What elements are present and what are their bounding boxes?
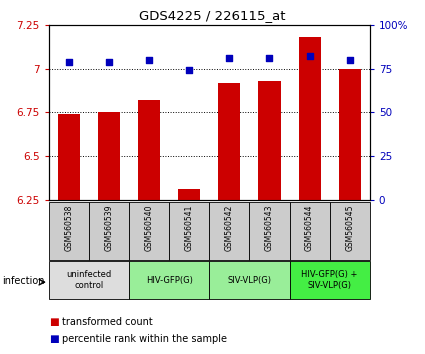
Text: transformed count: transformed count [62, 317, 153, 327]
Bar [129, 202, 169, 260]
Bar [89, 202, 129, 260]
Point [146, 57, 153, 63]
Text: SIV-VLP(G): SIV-VLP(G) [227, 275, 272, 285]
Text: HIV-GFP(G): HIV-GFP(G) [146, 275, 193, 285]
Bar [218, 82, 241, 200]
Bar [258, 81, 280, 200]
Bar [298, 37, 320, 200]
Bar [339, 69, 361, 200]
Text: GSM560539: GSM560539 [105, 205, 113, 251]
Bar [249, 202, 289, 260]
Point [65, 59, 72, 64]
Point [106, 59, 113, 64]
Bar [138, 100, 160, 200]
Bar [49, 202, 89, 260]
Text: GDS4225 / 226115_at: GDS4225 / 226115_at [139, 9, 286, 22]
Text: GSM560541: GSM560541 [185, 205, 194, 251]
Bar [98, 113, 120, 200]
Bar [49, 261, 129, 299]
Text: GSM560542: GSM560542 [225, 205, 234, 251]
Text: GSM560544: GSM560544 [305, 205, 314, 251]
Text: infection: infection [2, 276, 45, 286]
Bar [178, 189, 200, 200]
Bar [289, 202, 330, 260]
Bar [209, 202, 249, 260]
Text: GSM560543: GSM560543 [265, 205, 274, 251]
Text: GSM560538: GSM560538 [65, 205, 74, 251]
Text: GSM560540: GSM560540 [144, 205, 154, 251]
Point [226, 55, 233, 61]
Bar [169, 202, 209, 260]
Bar [289, 261, 370, 299]
Bar [209, 261, 289, 299]
Bar [58, 114, 80, 200]
Text: percentile rank within the sample: percentile rank within the sample [62, 334, 227, 344]
Text: GSM560545: GSM560545 [345, 205, 354, 251]
Text: ■: ■ [49, 317, 59, 327]
Bar [129, 261, 209, 299]
Point [266, 55, 273, 61]
Bar [330, 202, 370, 260]
Point [186, 68, 193, 73]
Text: uninfected
control: uninfected control [66, 270, 112, 290]
Text: HIV-GFP(G) +
SIV-VLP(G): HIV-GFP(G) + SIV-VLP(G) [301, 270, 358, 290]
Point [346, 57, 353, 63]
Text: ■: ■ [49, 334, 59, 344]
Point [306, 53, 313, 59]
